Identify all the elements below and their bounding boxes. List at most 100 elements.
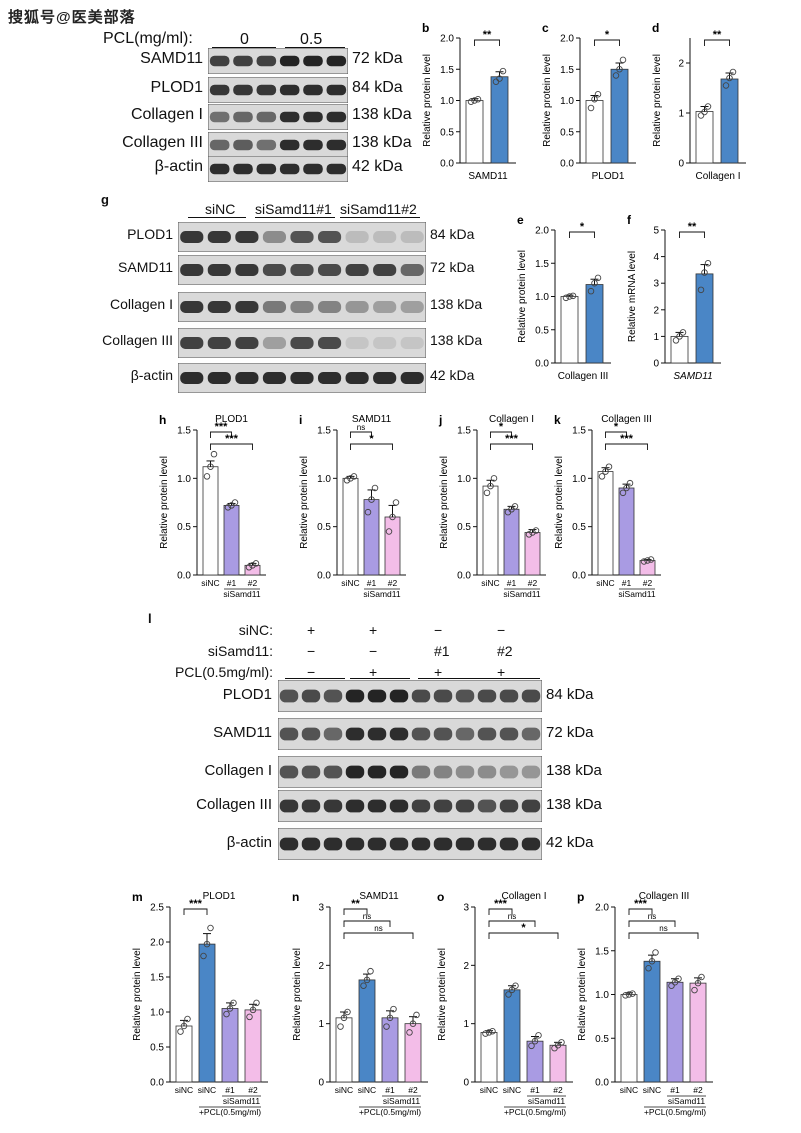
chart-p-tick-label-4: 2.0 [595,903,609,914]
chart-k: k Collagen III 0.0 0.5 1.0 1.5 Relative protei… [554,413,661,599]
panel-g-blot-4-strip [178,363,426,393]
chart-e-tick-label-4: 2.0 [535,226,549,237]
panel-l-blot-1-band-5 [389,727,409,741]
chart-j-cat-1: #1 [507,578,517,588]
chart-h-tick-label-3: 1.5 [177,426,191,437]
chart-o-point-1-1 [508,986,516,994]
panel-g-blot-2-band-3 [262,301,287,313]
panel-l-blot-2-band-6 [411,765,431,779]
panel-a-group-underlines [212,48,346,49]
panel-l-blot-3-band-3 [345,799,365,813]
chart-n-point-2-1 [386,1014,394,1022]
chart-i-cat-1: #1 [367,578,377,588]
panel-g-blot-2-band-4 [290,301,314,313]
panel-g-blot-2-band-6 [345,301,369,313]
panel-l-blot-0-band-5 [389,689,409,703]
chart-c-point-1-0 [612,72,620,79]
panel-l-label-0: PLOD1 [222,686,272,703]
panel-g-blot-4-band-4 [290,372,314,384]
chart-b-point-1-1 [496,75,503,82]
chart-n-bar-3 [404,1023,422,1083]
chart-i-sig-bracket-0 [350,431,372,438]
chart-n-sig-bracket-2 [343,932,414,939]
panel-l-label-1: SAMD11 [213,724,272,741]
panel-g-kda-2: 138 kDa [430,296,483,312]
chart-k-bar-2 [639,560,656,576]
chart-h-tick-label-2: 1.0 [177,474,191,485]
chart-n-tick-label-0: 0 [318,1078,324,1089]
chart-b-tick-label-3: 1.5 [440,65,454,76]
panel-g-blot-3-band-6 [345,337,369,349]
chart-n-letter: n [292,890,299,904]
chart-e: e 0.0 0.5 1.0 1.5 2.0 Relative protein level Co… [517,213,611,382]
panel-l-blot-4-band-5 [389,837,409,851]
chart-m-point-2-0 [223,1010,230,1018]
chart-k-point-1-2 [626,479,634,487]
chart-o-point-0-0 [482,1030,489,1037]
chart-o-tick-label-0: 0 [463,1078,469,1089]
panel-a-blot-1-band-5 [326,84,347,96]
chart-p-cat-2: #1 [670,1085,680,1095]
panel-g-blot-1-band-4 [290,264,314,276]
panel-a-blot-4-band-5 [326,163,347,175]
panel-l-row-label-0: siNC: [238,622,273,638]
chart-h-point-2-0 [245,564,253,571]
panel-l-row-2-val-1: + [369,664,378,680]
panel-g-blot-2-band-1 [207,301,231,313]
chart-i-point-1-1 [368,496,375,503]
chart-d-point-1-0 [722,82,730,89]
chart-m-point-1-0 [200,952,207,960]
panel-l-blot-0-strip [278,680,542,712]
panel-l-blot-0-band-0 [279,689,299,703]
chart-f-tick-label-1: 1 [653,332,659,343]
chart-h-sig-bracket-1 [210,443,253,450]
panel-a-blot-2-band-0 [209,111,230,123]
chart-c-tick-label-0: 0.0 [560,159,574,170]
chart-o-point-0-1 [485,1029,493,1036]
chart-i-point-0-1 [347,475,354,482]
chart-m-tick-label-2: 1.0 [150,1008,164,1019]
chart-k-sig-bracket-1 [605,443,648,450]
chart-b-point-0-2 [474,95,482,103]
panel-l-underline-1 [350,678,410,679]
chart-j-bar-1 [503,508,520,576]
chart-k-group-label: siSamd11 [618,589,655,599]
panel-g-blot-3-band-3 [262,337,287,349]
chart-n-bar-0 [335,1017,353,1083]
panel-g-group-0: siNC [205,201,236,217]
chart-n-point-1-2 [367,967,374,975]
panel-l-blot-3-band-9 [477,799,497,813]
chart-f-point-1-0 [697,286,705,294]
panel-l-blot-1-strip [278,718,542,750]
panel-g-blot-1-band-3 [262,264,287,276]
chart-h-sig-label-1: *** [225,433,239,445]
chart-p-sig-label-0: *** [634,898,648,910]
panel-l-blot-4-strip [278,828,542,860]
chart-c-point-0-0 [587,104,595,112]
panel-letter-l: l [148,611,152,626]
chart-n-cat-3: #2 [408,1085,418,1095]
panel-l-blot-2-band-4 [367,765,387,779]
chart-m-tick-label-4: 2.0 [150,938,164,949]
chart-d-tick-label-0: 0 [678,159,684,170]
panel-g-blot-3-band-8 [400,337,424,349]
panel-g-blot-2-band-2 [235,301,259,313]
chart-p-point-1-1 [648,957,656,965]
chart-p-tick-label-3: 1.5 [595,946,609,957]
chart-n-cat-0: siNC [335,1085,353,1095]
chart-m-group-label: siSamd11 [223,1096,260,1106]
panel-l-blot-1-band-10 [499,727,519,741]
chart-h-letter: h [159,413,166,427]
chart-p-point-0-1 [625,991,633,998]
chart-p-point-0-0 [622,992,629,999]
chart-e-point-0-2 [569,292,577,300]
panel-l-row-2-val-2: + [434,664,443,680]
panel-g-underline-1 [255,217,335,218]
panel-g-blot-1-band-7 [373,264,397,276]
chart-b-point-0-1 [471,97,478,104]
panel-l-row-2-val-3: + [497,664,506,680]
chart-k-point-0-1 [602,468,609,475]
chart-k-sig-label-0: * [614,421,619,433]
panel-g-blot-2-band-7 [373,301,397,313]
panel-l-blot-4-band-4 [367,837,387,851]
